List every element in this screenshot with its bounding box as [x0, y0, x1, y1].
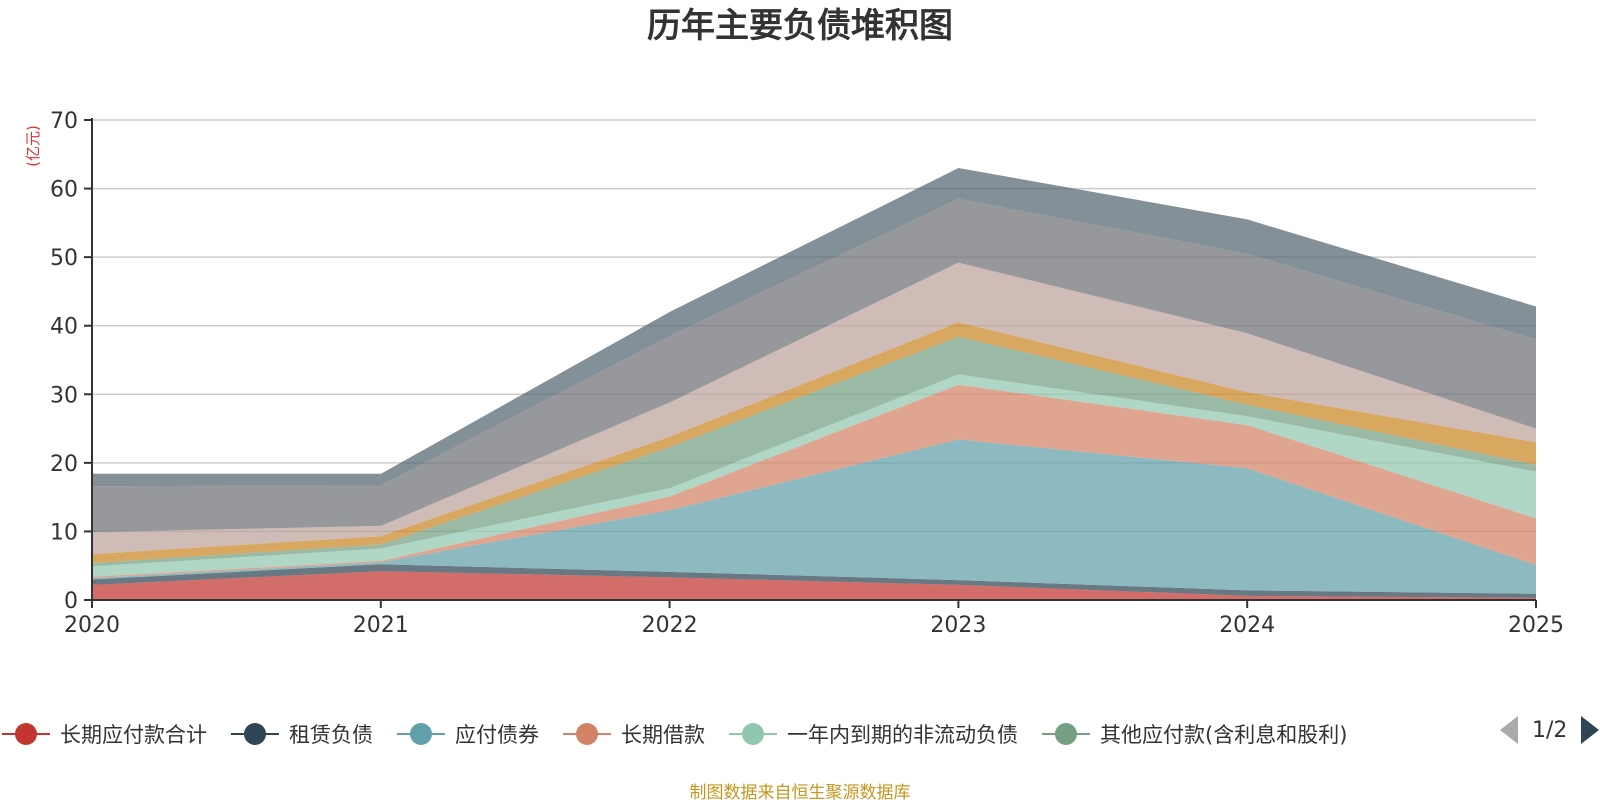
legend-label: 长期应付款合计 — [60, 723, 207, 747]
x-tick-label: 2021 — [353, 613, 409, 638]
y-axis-unit-label: (亿元) — [24, 125, 42, 167]
legend-item[interactable]: 长期应付款合计 — [0, 719, 207, 749]
legend-marker-icon — [727, 722, 779, 746]
y-tick-label: 60 — [50, 178, 78, 203]
y-tick-label: 20 — [50, 452, 78, 477]
legend-label: 应付债券 — [455, 723, 539, 747]
legend-item[interactable]: 一年内到期的非流动负债 — [727, 719, 1018, 749]
source-note: 制图数据来自恒生聚源数据库 — [689, 783, 911, 803]
area-series[interactable] — [92, 198, 1536, 533]
y-tick-label: 30 — [50, 383, 78, 408]
legend-prev-page-icon[interactable] — [1500, 716, 1518, 744]
legend-marker-icon — [561, 722, 613, 746]
legend-label: 一年内到期的非流动负债 — [787, 723, 1018, 747]
x-tick-label: 2022 — [642, 613, 698, 638]
chart-title: 历年主要负债堆积图 — [647, 6, 953, 46]
y-tick-label: 70 — [50, 109, 78, 134]
x-tick-label: 2020 — [64, 613, 120, 638]
y-tick-label: 0 — [64, 589, 78, 614]
legend-item[interactable]: 应付债券 — [395, 719, 539, 749]
area-series[interactable] — [92, 564, 1536, 598]
x-tick-label: 2024 — [1219, 613, 1275, 638]
y-tick-label: 40 — [50, 315, 78, 340]
area-series[interactable] — [92, 384, 1536, 579]
legend-marker-icon — [229, 722, 281, 746]
area-series[interactable] — [92, 322, 1536, 563]
legend-marker-icon — [395, 722, 447, 746]
axes: 0 10 20 30 40 50 60 70 2020 2021 2022 2023 2024 2025 — [50, 109, 1564, 638]
legend-page-indicator: 1/2 — [1532, 717, 1568, 743]
y-tick-label: 10 — [50, 520, 78, 545]
x-tick-label: 2025 — [1508, 613, 1564, 638]
stacked-areas — [92, 168, 1536, 600]
legend-pager: 1/2 — [1500, 716, 1600, 744]
legend-marker-icon — [0, 722, 52, 746]
legend-marker-icon — [1040, 722, 1092, 746]
legend-item[interactable]: 其他应付款(含利息和股利) — [1040, 719, 1347, 749]
x-tick-label: 2023 — [930, 613, 986, 638]
legend-label: 租赁负债 — [289, 723, 373, 747]
area-series[interactable] — [92, 571, 1536, 600]
legend-label: 其他应付款(含利息和股利) — [1100, 723, 1348, 747]
area-series[interactable] — [92, 439, 1536, 594]
y-tick-label: 50 — [50, 246, 78, 271]
area-series[interactable] — [92, 262, 1536, 555]
legend-item[interactable]: 长期借款 — [561, 719, 705, 749]
area-series[interactable] — [92, 336, 1536, 567]
legend-next-page-icon[interactable] — [1581, 716, 1600, 744]
legend-item[interactable]: 租赁负债 — [229, 719, 373, 749]
legend-label: 长期借款 — [621, 723, 705, 747]
legend: 长期应付款合计 租赁负债 应付债券 长期借款 一年内到期的非流动负债 其他应付款(含利息和… — [0, 714, 1369, 754]
